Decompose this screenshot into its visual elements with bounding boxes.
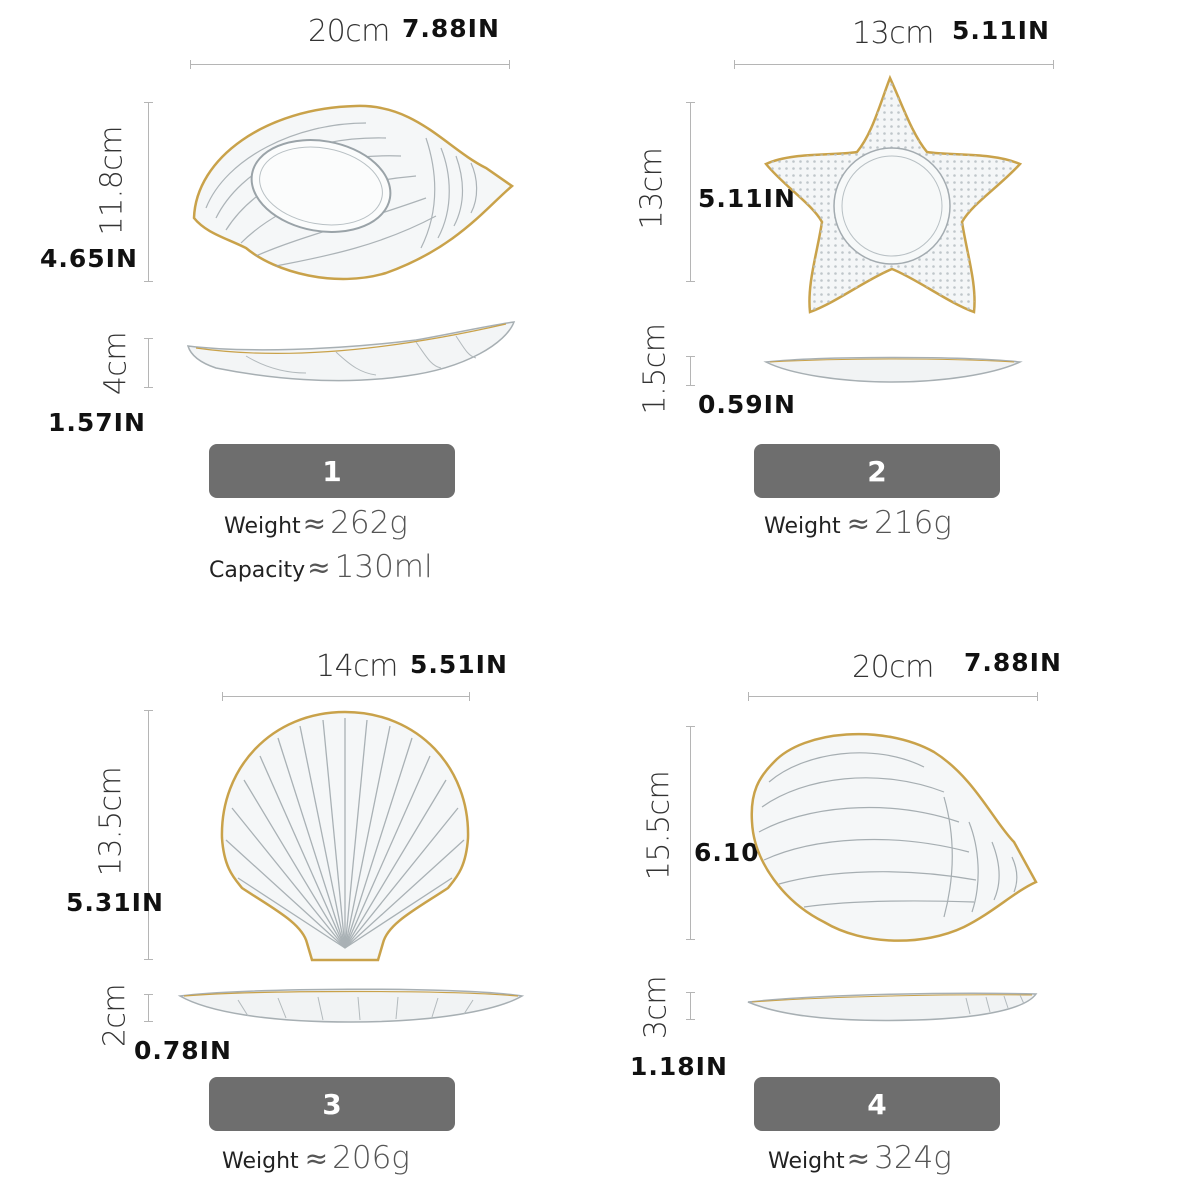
height-cm-label: 2cm <box>97 983 133 1048</box>
spec-value: 262g <box>330 505 408 541</box>
starfish-dish-top-view <box>764 74 1023 314</box>
shell-dish-side-view <box>747 992 1038 1022</box>
spec-label: Weight <box>768 1149 845 1174</box>
width-dimension-line <box>748 692 1038 701</box>
height-in-label: 1.18IN <box>630 1052 728 1081</box>
product-number-badge: 2 <box>754 444 1000 498</box>
length-dimension-line <box>144 710 153 960</box>
weight-spec: Weight ≈ 324g <box>768 1140 952 1176</box>
scallop-dish-side-view <box>177 988 525 1023</box>
product-number-badge: 4 <box>754 1077 1000 1131</box>
height-dimension-line <box>686 992 695 1020</box>
height-cm-label: 1.5cm <box>637 323 673 415</box>
approx-symbol: ≈ <box>846 1142 871 1175</box>
spec-value: 216g <box>874 505 952 541</box>
spec-label: Weight <box>224 514 301 539</box>
width-dimension-line <box>222 692 470 701</box>
width-in-label: 7.88IN <box>964 648 1062 677</box>
width-cm-label: 20cm <box>852 650 934 685</box>
approx-symbol: ≈ <box>302 507 327 540</box>
conch-dish-top-view <box>192 104 515 281</box>
width-in-label: 5.11IN <box>952 16 1050 45</box>
width-in-label: 7.88IN <box>402 14 500 43</box>
scallop-dish-top-view <box>220 710 470 962</box>
weight-spec: Weight ≈ 206g <box>222 1140 410 1176</box>
width-in-label: 5.51IN <box>410 650 508 679</box>
spec-label: Weight <box>764 514 841 539</box>
capacity-spec: Capacity ≈ 130ml <box>209 549 433 585</box>
height-in-label: 1.57IN <box>48 408 146 437</box>
height-cm-label: 3cm <box>638 975 674 1040</box>
height-in-label: 0.78IN <box>134 1036 232 1065</box>
length-in-label: 5.11IN <box>698 184 796 213</box>
approx-symbol: ≈ <box>307 551 331 584</box>
spec-value: 130ml <box>334 549 433 585</box>
height-in-label: 0.59IN <box>698 390 796 419</box>
spec-value: 324g <box>874 1140 952 1176</box>
width-cm-label: 20cm <box>308 14 390 49</box>
width-cm-label: 13cm <box>852 16 934 51</box>
spec-label: Weight <box>222 1149 299 1174</box>
width-cm-label: 14cm <box>316 649 398 684</box>
length-dimension-line <box>686 726 695 940</box>
length-cm-label: 13.5cm <box>93 766 129 877</box>
height-cm-label: 4cm <box>98 331 134 396</box>
product-number-badge: 1 <box>209 444 455 498</box>
width-dimension-line <box>734 60 1054 69</box>
length-cm-label: 15.5cm <box>641 770 677 881</box>
weight-spec: Weight ≈ 216g <box>764 505 952 541</box>
length-in-label: 4.65IN <box>40 244 138 273</box>
shell-dish-top-view <box>750 732 1038 942</box>
height-dimension-line <box>144 338 153 388</box>
width-dimension-line <box>190 60 510 69</box>
height-dimension-line <box>144 994 153 1022</box>
starfish-dish-side-view <box>763 356 1023 383</box>
weight-spec: Weight ≈ 262g <box>224 505 408 541</box>
length-dimension-line <box>686 102 695 282</box>
length-cm-label: 13cm <box>634 147 670 230</box>
spec-label: Capacity <box>209 558 306 583</box>
length-dimension-line <box>144 102 153 282</box>
length-cm-label: 11.8cm <box>94 125 130 236</box>
height-dimension-line <box>686 356 695 386</box>
approx-symbol: ≈ <box>846 507 871 540</box>
spec-value: 206g <box>332 1140 410 1176</box>
approx-symbol: ≈ <box>304 1142 329 1175</box>
conch-dish-side-view <box>186 321 516 382</box>
product-number-badge: 3 <box>209 1077 455 1131</box>
length-in-label: 5.31IN <box>66 888 164 917</box>
